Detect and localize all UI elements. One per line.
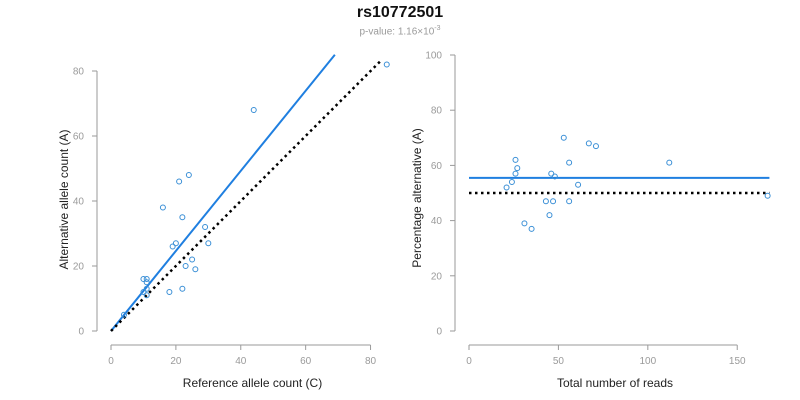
data-point — [508, 178, 515, 185]
data-point — [205, 240, 212, 247]
data-point — [159, 204, 166, 211]
regression-line — [110, 54, 336, 332]
y-tick-label: 0 — [436, 327, 442, 338]
data-point — [189, 256, 196, 263]
data-point — [514, 165, 521, 172]
data-point — [550, 198, 557, 205]
p-value-exponent: -3 — [434, 25, 441, 32]
x-tick-label: 150 — [729, 356, 746, 367]
data-point — [179, 285, 186, 292]
data-point — [542, 198, 549, 205]
data-point — [172, 240, 179, 247]
y-tick-label: 20 — [431, 271, 443, 282]
data-point — [182, 263, 189, 269]
data-point — [179, 214, 186, 221]
data-point — [512, 170, 519, 177]
y-axis-title: Percentage alternative (A) — [410, 128, 424, 267]
data-point — [560, 134, 567, 141]
x-tick-label: 20 — [170, 356, 182, 367]
x-tick-label: 100 — [639, 356, 656, 367]
x-tick-label: 50 — [553, 356, 565, 367]
p-value-text: p-value: 1.16×10 — [359, 26, 435, 38]
x-axis-title: Reference allele count (C) — [183, 376, 322, 390]
data-point — [143, 292, 150, 299]
data-point — [250, 107, 257, 113]
data-point — [521, 220, 528, 227]
chart-subtitle: p-value: 1.16×10-3 — [0, 25, 800, 37]
y-axis-title: Alternative allele count (A) — [57, 129, 71, 269]
data-point — [169, 243, 176, 250]
data-point — [143, 285, 150, 292]
data-point — [140, 289, 147, 295]
data-point — [666, 159, 673, 166]
data-point — [503, 184, 510, 191]
x-tick-label: 0 — [466, 356, 472, 367]
data-point — [166, 289, 173, 295]
y-tick-label: 40 — [431, 216, 443, 227]
x-tick-label: 80 — [365, 356, 377, 367]
data-point — [143, 276, 150, 282]
data-point — [140, 276, 147, 282]
x-axis-title: Total number of reads — [557, 376, 673, 390]
data-point — [764, 192, 771, 199]
y-tick-label: 20 — [73, 262, 85, 273]
data-point — [120, 311, 127, 318]
data-point — [176, 178, 183, 185]
data-point — [383, 61, 390, 68]
data-point — [202, 224, 209, 230]
data-point — [528, 225, 535, 232]
data-point — [585, 140, 592, 147]
data-point — [592, 143, 599, 150]
data-point — [566, 159, 573, 166]
y-tick-label: 60 — [73, 132, 85, 143]
data-point — [512, 156, 519, 163]
y-tick-label: 0 — [78, 327, 84, 338]
x-tick-label: 0 — [108, 356, 114, 367]
data-point — [143, 279, 150, 286]
y-tick-label: 40 — [73, 197, 85, 208]
y-tick-label: 100 — [425, 51, 442, 62]
data-point — [551, 173, 558, 180]
y-tick-label: 80 — [73, 67, 85, 78]
x-tick-label: 40 — [235, 356, 247, 367]
data-point — [192, 266, 199, 273]
chart-title: rs10772501 — [356, 4, 444, 21]
data-point — [185, 172, 192, 178]
data-point — [575, 181, 582, 188]
x-tick-label: 60 — [300, 356, 312, 367]
data-point — [566, 198, 573, 205]
y-tick-label: 60 — [431, 161, 443, 172]
data-point — [546, 212, 553, 219]
y-tick-label: 80 — [431, 106, 443, 117]
